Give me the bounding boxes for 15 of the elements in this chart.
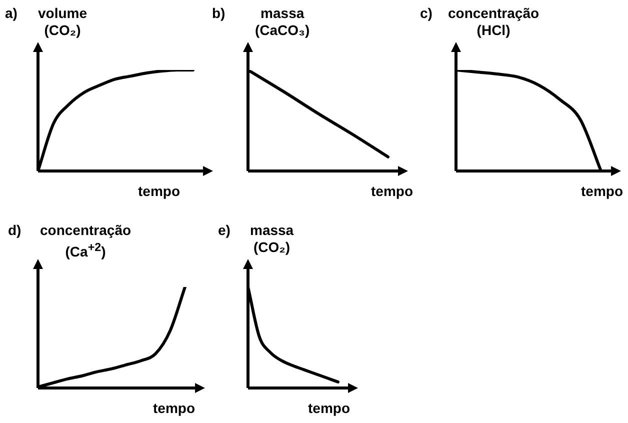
- x-axis-title: tempo: [308, 400, 350, 417]
- chart-title: d): [8, 222, 22, 239]
- y-axis-title: volume (CO₂): [38, 5, 88, 39]
- y-axis-title: massa (CO₂): [250, 222, 294, 256]
- chart-title: a): [5, 5, 18, 22]
- x-axis-title: tempo: [138, 183, 180, 200]
- x-axis-title: tempo: [153, 400, 195, 417]
- y-axis-title: concentração (HCl): [448, 5, 540, 39]
- y-axis-title: massa (CaCO₃): [255, 5, 310, 39]
- chart-title: c): [420, 5, 432, 22]
- y-axis-title: concentração (Ca$^{+2}$): [40, 222, 132, 261]
- chart-title: b): [212, 5, 226, 22]
- x-axis-title: tempo: [371, 183, 413, 200]
- x-axis-title: tempo: [581, 183, 623, 200]
- chart-title: e): [218, 222, 230, 239]
